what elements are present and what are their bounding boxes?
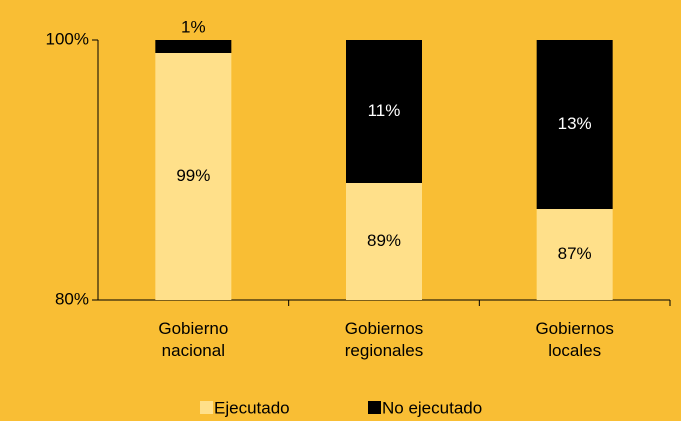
bar-segment (346, 183, 422, 300)
data-label: 1% (181, 17, 206, 36)
bar-segment (155, 40, 232, 53)
x-tick-label: Gobiernos locales (535, 319, 614, 360)
bar-segment (536, 209, 613, 300)
x-tick-label: Gobierno nacional (158, 319, 229, 360)
data-label: 11% (368, 101, 401, 120)
data-label: 99% (176, 166, 210, 185)
legend-label: No ejecutado (382, 398, 482, 417)
bar-segment (155, 53, 232, 300)
legend-label: Ejecutado (214, 398, 290, 417)
y-tick-label: 80% (55, 289, 89, 308)
x-tick-label: Gobiernos regionales (344, 319, 424, 360)
bar-segment (536, 40, 613, 209)
data-label: 89% (367, 231, 401, 250)
legend-swatch (368, 401, 381, 414)
bar-segment (346, 40, 422, 183)
data-label: 87% (558, 244, 592, 263)
data-label: 13% (558, 114, 592, 133)
legend-swatch (200, 401, 213, 414)
y-tick-label: 100% (46, 29, 89, 48)
